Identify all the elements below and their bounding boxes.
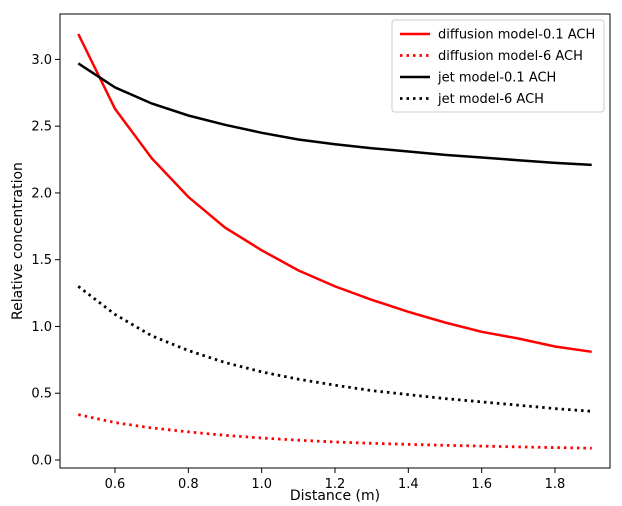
series-line-0 (77, 33, 592, 354)
series-line-3 (77, 285, 592, 413)
y-tick-label: 3.0 (31, 53, 52, 68)
x-axis-ticks: 0.6 0.8 1.0 1.2 1.4 1.6 1.8 (105, 468, 566, 492)
y-tick-label: 1.0 (31, 320, 52, 335)
y-tick-label: 2.0 (31, 186, 52, 201)
x-tick-label: 1.6 (471, 477, 492, 492)
series-line-1 (78, 413, 592, 450)
y-axis-label: Relative concentration (10, 162, 26, 320)
plot-lines (77, 33, 592, 450)
x-tick-label: 1.4 (398, 477, 419, 492)
legend-label-0: diffusion model-0.1 ACH (438, 28, 595, 43)
x-tick-label: 1.0 (251, 477, 272, 492)
x-tick-label: 1.2 (325, 477, 346, 492)
y-tick-label: 0.0 (31, 453, 52, 468)
y-axis-ticks: 0.0 0.5 1.0 1.5 2.0 2.5 3.0 (31, 53, 60, 468)
x-tick-label: 0.6 (105, 477, 126, 492)
x-tick-label: 1.8 (545, 477, 566, 492)
legend-label-2: jet model-0.1 ACH (437, 71, 556, 86)
x-tick-label: 0.8 (178, 477, 199, 492)
x-axis-label: Distance (m) (290, 488, 380, 504)
legend-label-1: diffusion model-6 ACH (438, 49, 583, 64)
legend-label-3: jet model-6 ACH (437, 92, 544, 107)
legend: diffusion model-0.1 ACH diffusion model-6… (391, 19, 605, 113)
legend-box (391, 19, 605, 113)
y-tick-label: 0.5 (31, 387, 52, 402)
y-tick-label: 1.5 (31, 253, 52, 268)
series-line-2 (77, 62, 592, 167)
y-tick-label: 2.5 (31, 120, 52, 135)
